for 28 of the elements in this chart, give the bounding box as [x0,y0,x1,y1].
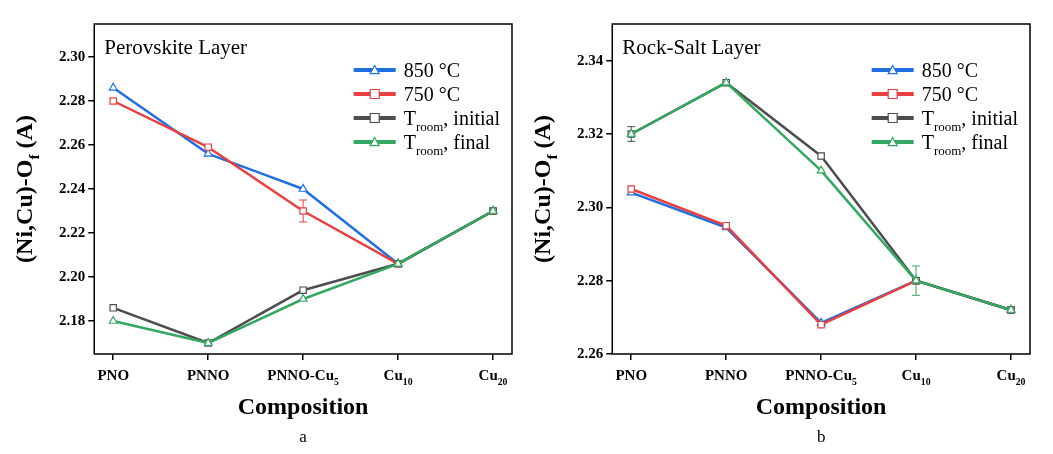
y-tick-label: 2.22 [59,223,86,240]
text: Perovskite Layer [104,35,248,59]
y-axis-title: (Ni,Cu)-Of (A) [11,115,43,263]
x-tick-label: PNO [97,367,130,383]
legend-label: 850 °C [921,59,979,81]
text: b [816,427,826,446]
text: Rock-Salt Layer [622,35,761,59]
x-tick-label: PNNO [704,367,748,383]
y-tick-label: 2.34 [577,51,604,68]
y-tick-label: 2.28 [59,91,86,108]
legend-label: 750 °C [921,83,979,105]
y-tick-label: 2.26 [59,135,86,152]
y-tick-label: 2.20 [59,267,86,284]
x-tick-label: PNO [615,367,648,383]
y-tick-label: 2.26 [577,344,604,361]
y-axis-title: (Ni,Cu)-Of (A) [529,115,561,263]
legend-label: 750 °C [403,83,461,105]
legend-label: 850 °C [403,59,461,81]
y-tick-label: 2.32 [577,124,604,141]
y-tick-label: 2.24 [59,179,86,196]
y-tick-label: 2.28 [577,271,604,288]
y-tick-label: 2.18 [59,311,86,328]
x-axis-title: Composition [237,393,369,419]
text: a [299,427,308,446]
y-tick-label: 2.30 [59,47,86,64]
x-axis-title: Composition [755,393,887,419]
x-tick-label: PNNO [186,367,230,383]
y-tick-label: 2.30 [577,198,604,215]
